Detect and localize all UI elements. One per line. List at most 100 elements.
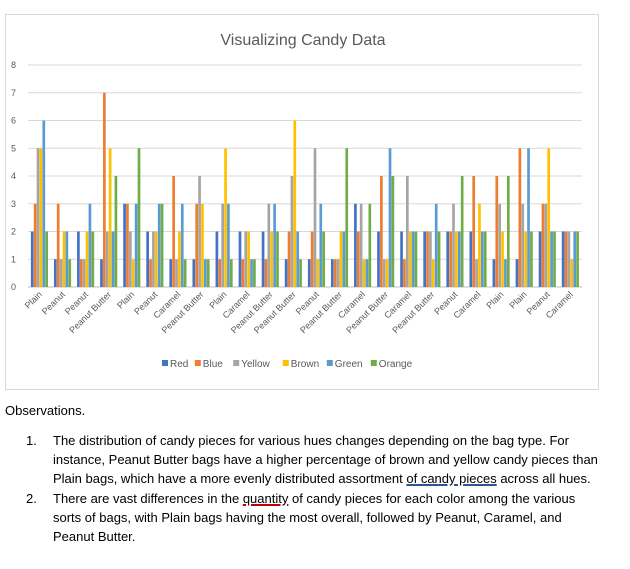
bar-blue — [403, 259, 406, 287]
bar-red — [53, 259, 57, 287]
bar-red — [169, 259, 173, 287]
bar-orange — [299, 259, 302, 287]
observation-text: The distribution of candy pieces for var… — [53, 433, 598, 486]
bar-orange — [345, 148, 349, 287]
bar-brown — [408, 231, 412, 287]
bar-green — [573, 231, 577, 287]
bar-yellow — [221, 203, 225, 287]
bar-red — [354, 203, 357, 287]
bar-brown — [178, 231, 181, 287]
bar-yellow — [452, 203, 455, 287]
bar-yellow — [475, 259, 478, 287]
bar-green — [481, 231, 484, 287]
bar-yellow — [128, 231, 132, 287]
bar-red — [77, 231, 80, 287]
bar-blue — [149, 259, 152, 287]
bar-blue — [518, 148, 522, 287]
bar-yellow — [382, 259, 386, 287]
bar-red — [469, 231, 473, 287]
bar-orange — [414, 231, 418, 287]
bar-green — [88, 203, 92, 287]
bar-red — [400, 231, 403, 287]
legend-label: Yellow — [241, 359, 270, 370]
y-tick-label: 2 — [11, 227, 16, 237]
bar-brown — [501, 231, 504, 287]
bar-green — [296, 231, 300, 287]
candy-bar-chart: Visualizing Candy Data 0 1 2 3 4 5 6 7 8 Plain Pe… — [11, 32, 582, 370]
bar-blue — [426, 231, 429, 287]
chart-area: Visualizing Candy Data 0 1 2 3 4 5 6 7 8 Plain Pe… — [5, 14, 599, 390]
bar-blue — [195, 203, 199, 287]
observations-heading: Observations. — [5, 403, 86, 418]
legend-swatch — [162, 360, 168, 366]
bar-brown — [270, 231, 274, 287]
y-tick-label: 4 — [11, 171, 16, 181]
bar-blue — [218, 259, 222, 287]
bar-brown — [385, 259, 389, 287]
bar-blue — [103, 92, 106, 287]
observation-item: 1. The distribution of candy pieces for … — [26, 431, 606, 488]
bar-blue — [287, 231, 291, 287]
bar-orange — [45, 231, 48, 287]
bar-yellow — [336, 259, 340, 287]
bar-brown — [570, 259, 574, 287]
bar-red — [30, 231, 34, 287]
bar-green — [365, 259, 369, 287]
observation-text: of candy pieces for each color among the… — [53, 491, 576, 544]
bar-red — [492, 259, 496, 287]
bar-green — [134, 203, 138, 287]
bar-yellow — [267, 203, 271, 287]
bar-red — [284, 259, 288, 287]
bar-green — [42, 120, 46, 287]
legend-swatch — [282, 360, 289, 366]
bar-green — [434, 203, 438, 287]
bar-red — [538, 231, 542, 287]
observations-list: 1. The distribution of candy pieces for … — [26, 431, 606, 547]
observation-number: 1. — [26, 433, 37, 448]
bar-red — [515, 259, 519, 287]
bar-blue — [449, 231, 452, 287]
bar-orange — [391, 176, 395, 287]
bar-yellow — [567, 231, 571, 287]
bar-yellow — [290, 176, 294, 287]
y-axis-ticks: 0 1 2 3 4 5 6 7 8 — [11, 60, 16, 292]
bar-blue — [241, 259, 245, 287]
bar-red — [146, 231, 149, 287]
bar-orange — [160, 203, 164, 287]
bar-blue — [495, 176, 499, 287]
bar-green — [342, 231, 346, 287]
legend-label: Brown — [291, 359, 319, 370]
bar-brown — [431, 259, 435, 287]
bar-yellow — [105, 231, 109, 287]
bar-brown — [547, 148, 551, 287]
bar-green — [504, 259, 507, 287]
bar-green — [388, 148, 392, 287]
gridlines — [28, 64, 582, 288]
bar-yellow — [152, 231, 155, 287]
bar-brown — [293, 120, 297, 287]
bar-brown — [201, 203, 204, 287]
bar-yellow — [36, 148, 40, 287]
bar-brown — [131, 259, 135, 287]
bar-yellow — [59, 259, 63, 287]
observation-item: 2. There are vast differences in the qua… — [26, 489, 606, 546]
y-tick-label: 5 — [11, 143, 16, 153]
observation-text: across all hues. — [496, 471, 591, 486]
bar-blue — [472, 176, 476, 287]
bar-brown — [108, 148, 112, 287]
bar-brown — [224, 148, 227, 287]
bar-green — [65, 231, 69, 287]
bar-orange — [322, 231, 325, 287]
bar-green — [204, 259, 207, 287]
bar-blue — [264, 259, 268, 287]
bar-yellow — [405, 176, 409, 287]
bar-orange — [460, 176, 464, 287]
bar-orange — [206, 259, 210, 287]
chart-title: Visualizing Candy Data — [220, 32, 385, 49]
bar-green — [527, 148, 530, 287]
bar-red — [192, 259, 196, 287]
bar-yellow — [359, 203, 363, 287]
bar-orange — [368, 203, 372, 287]
bar-blue — [333, 259, 337, 287]
